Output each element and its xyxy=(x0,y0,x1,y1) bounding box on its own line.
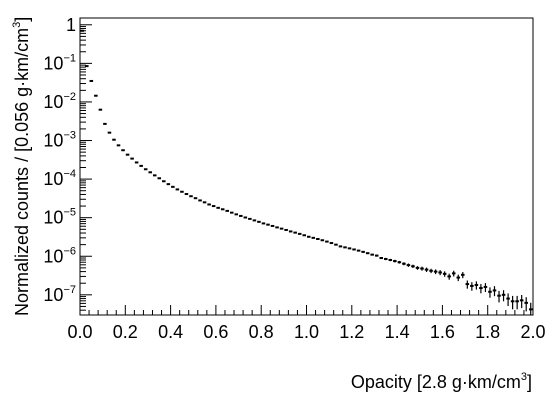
x-tick-label: 1.0 xyxy=(294,322,319,342)
x-tick-label: 0.6 xyxy=(203,322,228,342)
data-point xyxy=(370,253,374,256)
y-tick-label: 10−2 xyxy=(43,91,76,112)
y-tick-label: 10−1 xyxy=(43,52,76,73)
x-tick-label: 0.0 xyxy=(67,322,92,342)
data-point xyxy=(497,290,501,303)
x-tick-label: 0.2 xyxy=(113,322,138,342)
data-point xyxy=(393,259,397,263)
data-point xyxy=(438,270,442,276)
data-point xyxy=(461,272,465,279)
x-tick-label: 0.8 xyxy=(249,322,274,342)
data-point xyxy=(411,264,415,269)
y-axis-ticks: 1 10−1 10−2 10−3 10−4 10−5 10−6 10−7 xyxy=(43,15,92,316)
data-point xyxy=(343,246,347,249)
data-point xyxy=(329,242,334,245)
data-point xyxy=(433,269,438,275)
data-point xyxy=(374,254,379,257)
y-axis-label: Normalized counts / [0.056 g·km/cm3] xyxy=(11,17,32,316)
data-point xyxy=(470,282,474,291)
data-point xyxy=(325,240,329,243)
y-tick-label: 10−7 xyxy=(43,284,76,305)
data-point xyxy=(338,245,343,248)
data-point xyxy=(519,295,524,309)
data-point xyxy=(307,235,311,238)
data-point xyxy=(415,266,420,270)
data-point xyxy=(365,252,370,255)
data-point xyxy=(447,273,451,280)
data-point xyxy=(465,280,470,289)
data-point xyxy=(424,267,429,272)
data-point xyxy=(316,238,320,241)
data-point xyxy=(402,262,406,266)
x-tick-label: 1.6 xyxy=(430,322,455,342)
data-point xyxy=(361,250,365,253)
data-point xyxy=(456,274,461,282)
x-tick-label: 2.0 xyxy=(520,322,545,342)
data-point xyxy=(479,284,483,294)
data-point xyxy=(488,287,492,298)
data-point xyxy=(442,271,447,277)
data-point xyxy=(311,236,316,239)
y-tick-label: 1 xyxy=(66,15,76,35)
data-point xyxy=(474,281,479,290)
data-markers xyxy=(80,29,533,315)
x-tick-label: 1.8 xyxy=(475,322,500,342)
data-point xyxy=(384,257,388,261)
data-point xyxy=(388,258,393,262)
data-point xyxy=(506,293,510,307)
data-point xyxy=(501,290,506,302)
data-point xyxy=(379,257,384,260)
x-axis-label: Opacity [2.8 g·km/cm3] xyxy=(351,371,532,392)
y-tick-label: 10−6 xyxy=(43,245,76,266)
x-tick-label: 1.2 xyxy=(339,322,364,342)
data-point xyxy=(528,302,533,315)
data-point xyxy=(420,266,424,271)
data-point xyxy=(524,297,528,312)
y-tick-label: 10−3 xyxy=(43,130,76,151)
plot-frame xyxy=(79,17,534,316)
x-tick-label: 0.4 xyxy=(158,322,183,342)
data-point xyxy=(352,248,356,251)
y-tick-label: 10−4 xyxy=(43,168,76,189)
data-point xyxy=(510,295,515,310)
x-axis-ticks: 0.0 0.2 0.4 0.6 0.8 1.0 1.2 1.4 1.6 1.8 2.0 xyxy=(67,305,546,342)
data-point xyxy=(515,295,519,310)
x-tick-label: 1.4 xyxy=(385,322,410,342)
data-point xyxy=(406,263,411,267)
data-point xyxy=(320,239,325,242)
data-point xyxy=(483,283,488,292)
data-point xyxy=(492,286,497,297)
data-point xyxy=(356,249,361,252)
y-tick-label: 10−5 xyxy=(43,207,76,228)
data-point xyxy=(397,260,402,264)
data-point xyxy=(334,243,338,246)
data-point xyxy=(429,268,433,274)
data-point xyxy=(347,247,352,250)
data-point xyxy=(451,270,456,277)
